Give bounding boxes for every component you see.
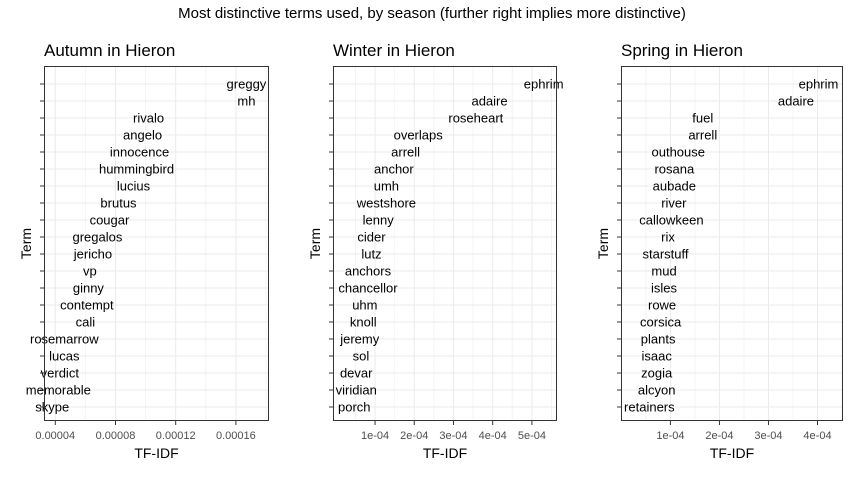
panel-frame — [333, 66, 557, 421]
term-label: isaac — [642, 349, 673, 364]
term-label: umh — [374, 179, 399, 194]
x-tick-label: 2e-04 — [400, 430, 428, 442]
term-label: alcyon — [638, 383, 676, 398]
x-tick-label: 1e-04 — [656, 430, 684, 442]
panel-2: ephrim adaire roseheart overlaps arrell ancho… — [307, 41, 564, 461]
term-label: devar — [340, 366, 373, 381]
term-label: zogia — [641, 366, 673, 381]
panel-background — [333, 66, 557, 421]
x-axis-label: TF-IDF — [134, 445, 178, 461]
term-label: greggy — [227, 77, 267, 92]
term-label: memorable — [26, 383, 91, 398]
x-tick-label: 4e-04 — [803, 430, 831, 442]
term-label: contempt — [60, 298, 114, 313]
x-tick-label: 1e-04 — [361, 430, 389, 442]
term-label: skype — [35, 400, 69, 415]
term-label: ginny — [73, 281, 105, 296]
x-tick-label: 4e-04 — [479, 430, 507, 442]
term-label: jericho — [73, 247, 112, 262]
panel-3: ephrim adaire fuel arrell outhouse rosana auba… — [595, 41, 843, 461]
x-tick-label: 3e-04 — [439, 430, 467, 442]
term-label: callowkeen — [639, 213, 703, 228]
chart-panels: greggy mh rivalo angelo innocence hummingbird… — [18, 41, 843, 461]
term-label: isles — [651, 281, 678, 296]
term-label: lucas — [49, 349, 80, 364]
term-label: plants — [641, 332, 676, 347]
term-label: rowe — [648, 298, 676, 313]
term-label: rosana — [654, 162, 695, 177]
term-label: outhouse — [652, 145, 706, 160]
term-label: cider — [357, 230, 386, 245]
term-label: verdict — [41, 366, 80, 381]
term-label: mh — [237, 94, 255, 109]
term-label: fuel — [692, 111, 713, 126]
x-tick-label: 0.00012 — [156, 430, 196, 442]
x-axis-label: TF-IDF — [710, 445, 754, 461]
y-axis-label: Term — [307, 228, 323, 259]
term-label: hummingbird — [99, 162, 174, 177]
panel-title: Autumn in Hieron — [44, 41, 175, 60]
term-label: corsica — [640, 315, 682, 330]
term-label: arrell — [391, 145, 420, 160]
term-label: roseheart — [448, 111, 503, 126]
x-tick-label: 0.00004 — [35, 430, 75, 442]
term-label: jeremy — [339, 332, 380, 347]
x-tick-label: 0.00008 — [96, 430, 136, 442]
term-label: viridian — [336, 383, 377, 398]
panel-1: greggy mh rivalo angelo innocence hummingbird… — [18, 41, 269, 461]
term-label: ephrim — [524, 77, 564, 92]
term-label: cali — [76, 315, 96, 330]
x-tick-label: 5e-04 — [518, 430, 546, 442]
term-label: chancellor — [338, 281, 398, 296]
term-label: uhm — [352, 298, 377, 313]
term-label: angelo — [123, 128, 162, 143]
term-label: cougar — [90, 213, 130, 228]
term-label: gregalos — [72, 230, 122, 245]
panel-background — [621, 66, 843, 421]
term-label: knoll — [350, 315, 377, 330]
term-label: vp — [83, 264, 97, 279]
panel-frame — [621, 66, 843, 421]
figure-title: Most distinctive terms used, by season (… — [178, 5, 686, 22]
x-tick-label: 2e-04 — [705, 430, 733, 442]
term-label: starstuff — [643, 247, 689, 262]
term-label: rix — [661, 230, 675, 245]
term-label: rivalo — [133, 111, 164, 126]
panel-frame — [44, 66, 269, 421]
term-label: lenny — [363, 213, 395, 228]
panel-title: Winter in Hieron — [333, 41, 455, 60]
term-label: anchors — [345, 264, 392, 279]
y-axis-label: Term — [595, 228, 611, 259]
term-label: rosemarrow — [30, 332, 99, 347]
term-label: ephrim — [799, 77, 839, 92]
panel-background — [44, 66, 269, 421]
term-label: mud — [651, 264, 676, 279]
term-label: retainers — [624, 400, 675, 415]
panel-title: Spring in Hieron — [621, 41, 743, 60]
x-tick-label: 0.00016 — [216, 430, 256, 442]
term-label: sol — [353, 349, 370, 364]
term-label: anchor — [374, 162, 414, 177]
term-label: innocence — [110, 145, 169, 160]
term-label: lutz — [361, 247, 381, 262]
x-tick-label: 3e-04 — [754, 430, 782, 442]
term-label: arrell — [688, 128, 717, 143]
term-label: porch — [338, 400, 371, 415]
term-label: adaire — [471, 94, 507, 109]
x-axis-label: TF-IDF — [423, 445, 467, 461]
term-label: adaire — [778, 94, 814, 109]
term-label: river — [661, 196, 687, 211]
term-label: westshore — [356, 196, 416, 211]
y-axis-label: Term — [18, 228, 34, 259]
term-label: brutus — [100, 196, 137, 211]
term-label: lucius — [117, 179, 151, 194]
term-label: overlaps — [394, 128, 444, 143]
term-label: aubade — [653, 179, 696, 194]
